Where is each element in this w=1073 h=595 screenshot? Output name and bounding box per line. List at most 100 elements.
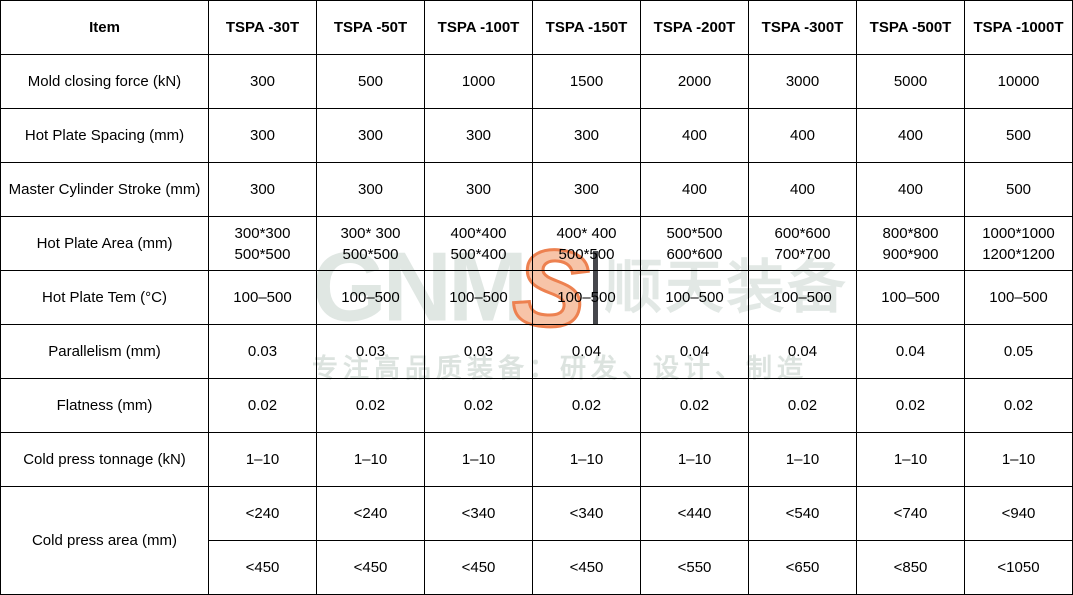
value-cell: 1–10 — [964, 432, 1073, 487]
value-cell: <450 — [424, 540, 533, 595]
table-row-hot-plate-tem: Hot Plate Tem (°C) 100–500 100–500 100–5… — [0, 270, 1073, 325]
value-cell: 0.04 — [640, 324, 749, 379]
row-label: Master Cylinder Stroke (mm) — [0, 162, 209, 217]
value-cell: 100–500 — [424, 270, 533, 325]
value-cell: <550 — [640, 540, 749, 595]
value-cell: <740 — [856, 486, 965, 541]
header-cell-tspa-30t: TSPA -30T — [208, 0, 317, 55]
table-row-mold-closing-force: Mold closing force (kN) 300 500 1000 150… — [0, 54, 1073, 109]
value-cell: 300 — [208, 162, 317, 217]
value-cell: <240 — [316, 486, 425, 541]
value-cell: <450 — [316, 540, 425, 595]
value-cell: 400 — [640, 108, 749, 163]
value-cell: 0.02 — [424, 378, 533, 433]
value-cell: <850 — [856, 540, 965, 595]
value-cell: 100–500 — [532, 270, 641, 325]
value-cell: 0.02 — [640, 378, 749, 433]
value-cell: 1–10 — [424, 432, 533, 487]
value-cell: <450 — [208, 540, 317, 595]
value-cell: 5000 — [856, 54, 965, 109]
value-cell: <650 — [748, 540, 857, 595]
value-cell: 1–10 — [640, 432, 749, 487]
value-cell: 100–500 — [208, 270, 317, 325]
header-cell-tspa-150t: TSPA -150T — [532, 0, 641, 55]
value-cell: 500 — [316, 54, 425, 109]
table-row-hot-plate-spacing: Hot Plate Spacing (mm) 300 300 300 300 4… — [0, 108, 1073, 163]
row-label: Flatness (mm) — [0, 378, 209, 433]
value-cell: 0.04 — [532, 324, 641, 379]
value-cell: 300 — [532, 162, 641, 217]
row-label: Hot Plate Area (mm) — [0, 216, 209, 271]
header-cell-tspa-300t: TSPA -300T — [748, 0, 857, 55]
value-cell: 1–10 — [532, 432, 641, 487]
value-cell: 500 — [964, 162, 1073, 217]
value-cell: 1000*1000 1200*1200 — [964, 216, 1073, 271]
table-row-cold-press-tonnage: Cold press tonnage (kN) 1–10 1–10 1–10 1… — [0, 432, 1073, 487]
row-label: Cold press area (mm) — [0, 486, 209, 595]
value-cell: 400 — [640, 162, 749, 217]
value-cell: 0.03 — [208, 324, 317, 379]
value-cell: 10000 — [964, 54, 1073, 109]
value-cell: 300* 300 500*500 — [316, 216, 425, 271]
value-cell: 0.02 — [856, 378, 965, 433]
value-cell: 0.02 — [316, 378, 425, 433]
value-cell: 800*800 900*900 — [856, 216, 965, 271]
value-cell: 2000 — [640, 54, 749, 109]
value-cell: 0.04 — [748, 324, 857, 379]
header-cell-tspa-50t: TSPA -50T — [316, 0, 425, 55]
value-cell: 1000 — [424, 54, 533, 109]
value-cell: 400 — [856, 162, 965, 217]
value-cell: <340 — [532, 486, 641, 541]
header-cell-tspa-200t: TSPA -200T — [640, 0, 749, 55]
value-cell: 300 — [316, 162, 425, 217]
header-cell-item: Item — [0, 0, 209, 55]
value-cell: 100–500 — [856, 270, 965, 325]
value-cell: 300 — [208, 108, 317, 163]
value-cell: 0.05 — [964, 324, 1073, 379]
value-cell: 300 — [424, 108, 533, 163]
value-cell: <1050 — [964, 540, 1073, 595]
value-cell: 0.04 — [856, 324, 965, 379]
value-cell: 0.03 — [316, 324, 425, 379]
header-cell-tspa-1000t: TSPA -1000T — [964, 0, 1073, 55]
value-cell: 400 — [748, 162, 857, 217]
value-cell: 0.02 — [964, 378, 1073, 433]
value-cell: 0.03 — [424, 324, 533, 379]
value-cell: 300 — [532, 108, 641, 163]
value-cell: 3000 — [748, 54, 857, 109]
table-row-flatness: Flatness (mm) 0.02 0.02 0.02 0.02 0.02 0… — [0, 378, 1073, 433]
table-row-cold-press-area-bottom: <450 <450 <450 <450 <550 <650 <850 <1050 — [1, 540, 1073, 595]
value-cell: <240 — [208, 486, 317, 541]
row-label: Hot Plate Spacing (mm) — [0, 108, 209, 163]
row-label: Hot Plate Tem (°C) — [0, 270, 209, 325]
value-cell: <540 — [748, 486, 857, 541]
value-cell: <340 — [424, 486, 533, 541]
table-row-master-cylinder-stroke: Master Cylinder Stroke (mm) 300 300 300 … — [0, 162, 1073, 217]
value-cell: 300*300 500*500 — [208, 216, 317, 271]
value-cell: 100–500 — [316, 270, 425, 325]
table-row-hot-plate-area: Hot Plate Area (mm) 300*300 500*500 300*… — [0, 216, 1073, 271]
value-cell: 0.02 — [532, 378, 641, 433]
value-cell: 600*600 700*700 — [748, 216, 857, 271]
row-label: Cold press tonnage (kN) — [0, 432, 209, 487]
value-cell: <450 — [532, 540, 641, 595]
header-cell-tspa-500t: TSPA -500T — [856, 0, 965, 55]
header-cell-tspa-100t: TSPA -100T — [424, 0, 533, 55]
value-cell: <940 — [964, 486, 1073, 541]
value-cell: 1–10 — [208, 432, 317, 487]
value-cell: 400*400 500*400 — [424, 216, 533, 271]
header-row: Item TSPA -30T TSPA -50T TSPA -100T TSPA… — [0, 0, 1073, 55]
value-cell: 100–500 — [640, 270, 749, 325]
value-cell: 300 — [316, 108, 425, 163]
value-cell: 1–10 — [748, 432, 857, 487]
table-row-parallelism: Parallelism (mm) 0.03 0.03 0.03 0.04 0.0… — [0, 324, 1073, 379]
value-cell: <440 — [640, 486, 749, 541]
value-cell: 400 — [856, 108, 965, 163]
value-cell: 400* 400 500*500 — [532, 216, 641, 271]
value-cell: 0.02 — [208, 378, 317, 433]
row-label: Parallelism (mm) — [0, 324, 209, 379]
value-cell: 1–10 — [856, 432, 965, 487]
row-label: Mold closing force (kN) — [0, 54, 209, 109]
value-cell: 1–10 — [316, 432, 425, 487]
